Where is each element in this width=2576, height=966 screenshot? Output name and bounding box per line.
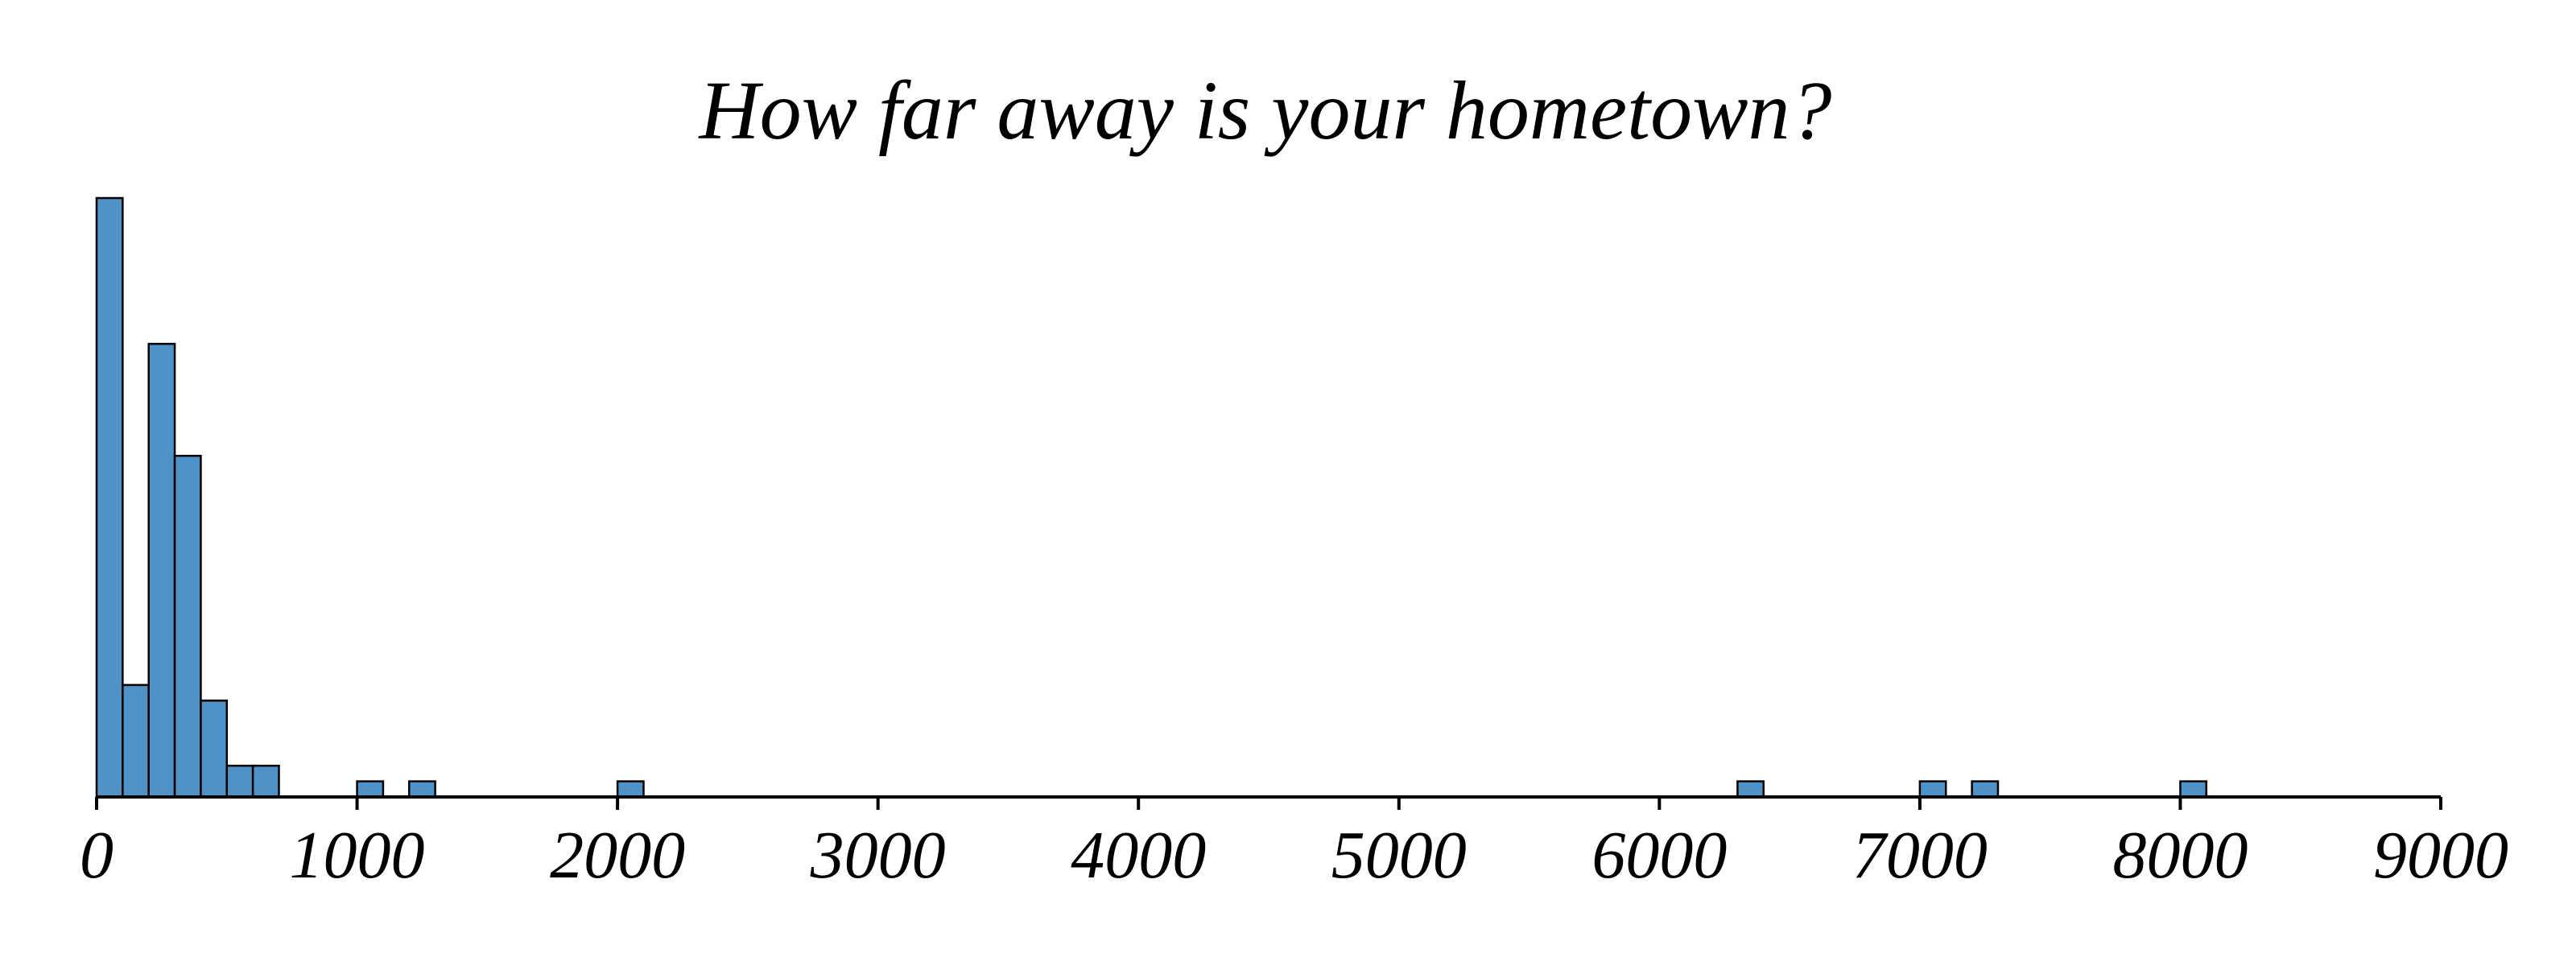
x-tick-label-2: 2000 xyxy=(550,818,685,893)
x-tick-label-4: 4000 xyxy=(1071,818,1206,893)
histogram-bar-7 xyxy=(356,780,385,799)
histogram-bar-6 xyxy=(251,764,280,799)
x-tick-label-3: 3000 xyxy=(810,818,946,893)
bars-group xyxy=(95,196,2208,799)
histogram-bar-3 xyxy=(173,454,202,799)
histogram-bar-11 xyxy=(1918,780,1947,799)
x-tick-label-1: 1000 xyxy=(290,818,425,893)
histogram-bar-9 xyxy=(616,780,645,799)
histogram-bar-4 xyxy=(200,700,229,799)
histogram-bar-1 xyxy=(122,683,150,799)
x-tick-label-7: 7000 xyxy=(1852,818,1988,893)
histogram-bar-13 xyxy=(2179,780,2208,799)
histogram-bar-12 xyxy=(1971,780,2000,799)
x-axis: 0 1000 2000 3000 4000 5000 6000 7000 8000 9000 xyxy=(80,795,2508,893)
histogram-bar-10 xyxy=(1736,780,1765,799)
x-tick-label-9: 9000 xyxy=(2373,818,2508,893)
histogram-bar-5 xyxy=(225,764,254,799)
histogram-bar-0 xyxy=(95,196,124,799)
x-tick-label-6: 6000 xyxy=(1591,818,1727,893)
histogram-bar-2 xyxy=(147,342,176,799)
x-tick-label-8: 8000 xyxy=(2112,818,2248,893)
histogram-bar-8 xyxy=(408,780,436,799)
chart-title: How far away is your hometown? xyxy=(698,64,1832,157)
x-tick-label-0: 0 xyxy=(80,818,114,893)
x-tick-label-5: 5000 xyxy=(1331,818,1467,893)
